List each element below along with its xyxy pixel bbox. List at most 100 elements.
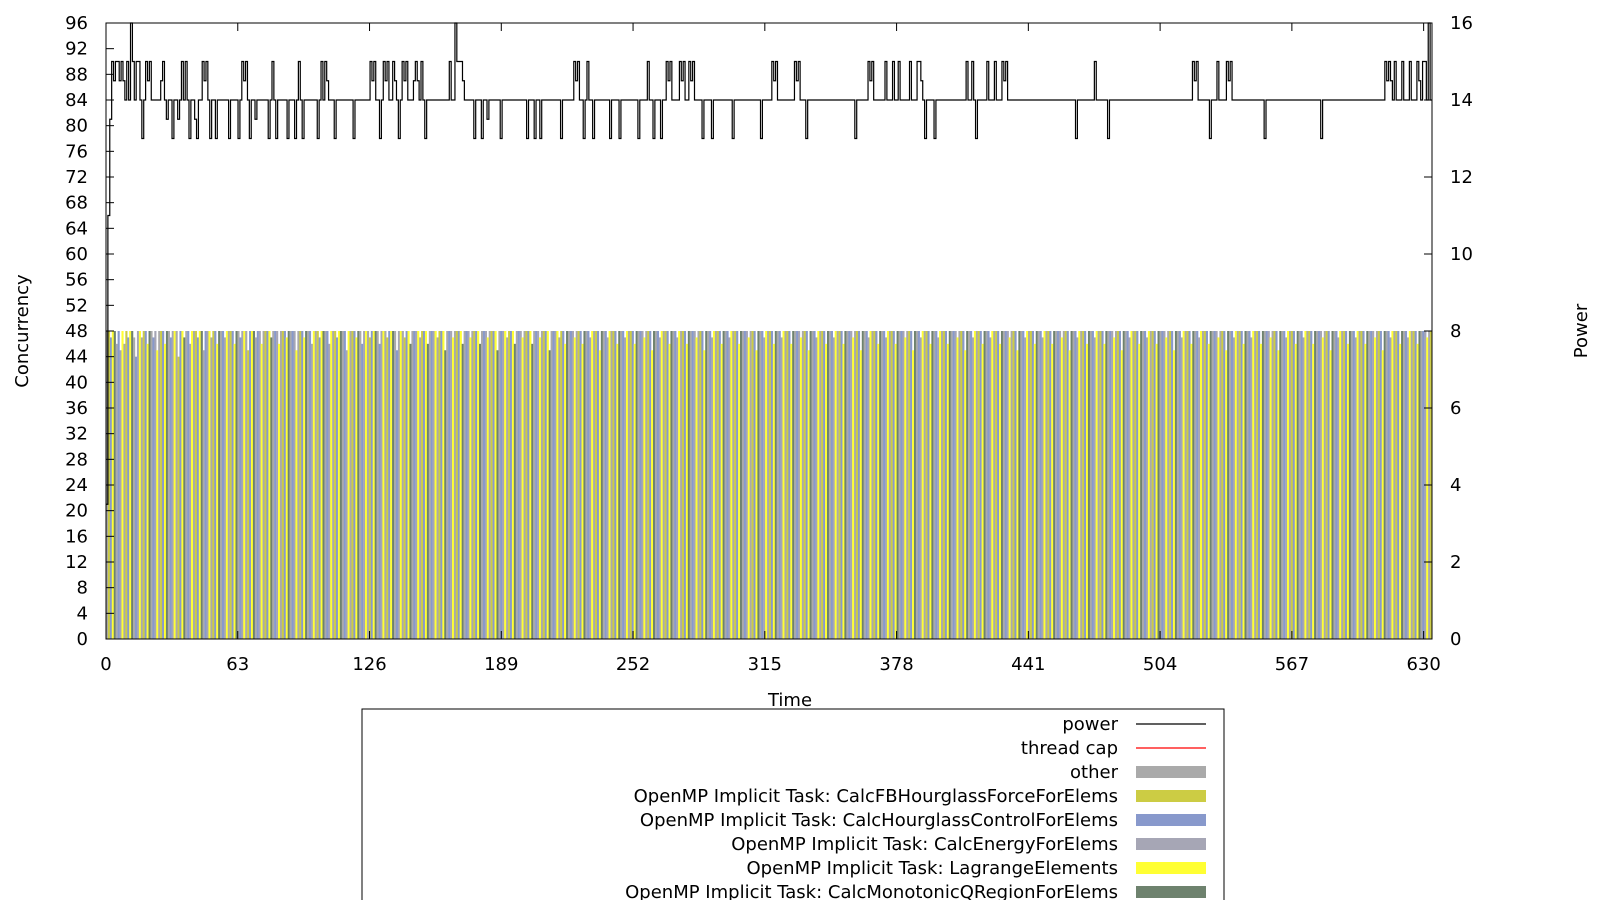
concurrency-bar — [637, 331, 640, 639]
y-left-tick-label: 44 — [65, 347, 88, 368]
concurrency-bar — [473, 331, 476, 639]
concurrency-bar — [852, 337, 855, 639]
concurrency-bar — [133, 337, 136, 639]
concurrency-bar — [200, 331, 203, 639]
concurrency-bar — [616, 343, 619, 639]
y-right-tick-label: 8 — [1450, 321, 1461, 342]
concurrency-bar — [1178, 331, 1181, 639]
concurrency-bar — [910, 331, 913, 639]
concurrency-bar — [813, 331, 816, 639]
x-tick-label: 567 — [1275, 654, 1309, 675]
concurrency-bar — [1165, 337, 1168, 639]
y-left-tick-label: 28 — [65, 449, 88, 470]
concurrency-bar — [968, 331, 971, 639]
concurrency-bar — [1337, 337, 1340, 639]
concurrency-bar — [521, 337, 524, 639]
concurrency-bar — [873, 331, 876, 639]
y-left-tick-label: 64 — [65, 218, 88, 239]
concurrency-bar — [1157, 331, 1160, 639]
concurrency-bar — [1389, 337, 1392, 639]
concurrency-bar — [1091, 331, 1094, 639]
concurrency-bar — [529, 331, 532, 639]
concurrency-bar — [1070, 331, 1073, 639]
concurrency-bar — [900, 331, 903, 639]
concurrency-bar — [1312, 343, 1315, 639]
concurrency-bar — [330, 331, 333, 639]
concurrency-bar — [952, 331, 955, 639]
concurrency-bar — [1196, 331, 1199, 639]
concurrency-bar — [857, 331, 861, 639]
concurrency-bar — [689, 331, 692, 639]
concurrency-bar — [753, 331, 756, 639]
concurrency-bar — [678, 331, 681, 639]
concurrency-bar — [1217, 337, 1220, 639]
concurrency-bar — [1047, 331, 1050, 639]
concurrency-bar — [1296, 331, 1299, 639]
y-left-tick-label: 88 — [65, 64, 88, 85]
y-left-tick-label: 16 — [65, 526, 88, 547]
concurrency-bar — [1248, 331, 1251, 639]
concurrency-bar — [289, 331, 292, 639]
concurrency-bar — [388, 331, 391, 639]
concurrency-bar — [538, 337, 542, 639]
concurrency-bar — [179, 331, 182, 639]
concurrency-bar — [848, 331, 851, 639]
concurrency-bar — [1209, 331, 1212, 639]
concurrency-bar — [303, 337, 306, 639]
concurrency-bar — [1035, 331, 1038, 639]
concurrency-bar — [1142, 331, 1145, 639]
concurrency-bar — [519, 331, 522, 639]
concurrency-bar — [365, 331, 368, 639]
concurrency-bar — [295, 350, 298, 639]
concurrency-bar — [162, 331, 165, 639]
concurrency-bar — [709, 331, 712, 639]
concurrency-bar — [830, 331, 833, 639]
y-left-tick-label: 8 — [77, 578, 88, 599]
concurrency-bar — [635, 331, 638, 639]
concurrency-bar — [927, 331, 930, 639]
concurrency-bar — [1211, 331, 1214, 639]
concurrency-bar — [596, 331, 600, 639]
concurrency-bar — [562, 331, 565, 639]
concurrency-bar — [1076, 337, 1079, 639]
x-tick-label: 441 — [1011, 654, 1045, 675]
concurrency-bar — [941, 331, 944, 639]
concurrency-bar — [274, 331, 277, 639]
concurrency-bar — [826, 331, 830, 639]
concurrency-bar — [328, 343, 331, 639]
concurrency-bar — [1031, 331, 1035, 639]
concurrency-bar — [917, 331, 920, 639]
concurrency-bar — [1339, 331, 1342, 639]
concurrency-bar — [1285, 337, 1288, 639]
y-left-tick-label: 72 — [65, 167, 88, 188]
concurrency-bar — [324, 331, 327, 639]
concurrency-bar — [1387, 331, 1390, 639]
concurrency-bar — [797, 331, 801, 639]
concurrency-bar — [854, 331, 857, 639]
concurrency-bar — [535, 331, 538, 639]
concurrency-bar — [509, 331, 513, 639]
concurrency-bar — [687, 331, 690, 639]
concurrency-bar — [778, 331, 781, 639]
concurrency-bar — [1064, 331, 1067, 639]
legend-color-swatch — [1136, 886, 1206, 898]
concurrency-bar — [1039, 331, 1042, 639]
concurrency-bar — [363, 331, 366, 639]
concurrency-bar — [1080, 331, 1083, 639]
concurrency-bar — [506, 337, 509, 639]
concurrency-bar — [482, 331, 486, 639]
concurrency-bar — [792, 331, 795, 639]
concurrency-bar — [610, 331, 613, 639]
concurrency-bar — [241, 331, 244, 639]
concurrency-bar — [326, 331, 329, 639]
concurrency-bar — [890, 331, 893, 639]
concurrency-bar — [502, 331, 505, 639]
concurrency-bar — [608, 331, 611, 639]
concurrency-bar — [643, 337, 646, 639]
concurrency-bar — [1362, 331, 1365, 639]
concurrency-bar — [906, 331, 909, 639]
y-left-axis-title: Concurrency — [12, 274, 33, 388]
concurrency-bar — [1327, 331, 1330, 639]
concurrency-bar — [192, 331, 196, 639]
concurrency-bar — [1236, 331, 1239, 639]
